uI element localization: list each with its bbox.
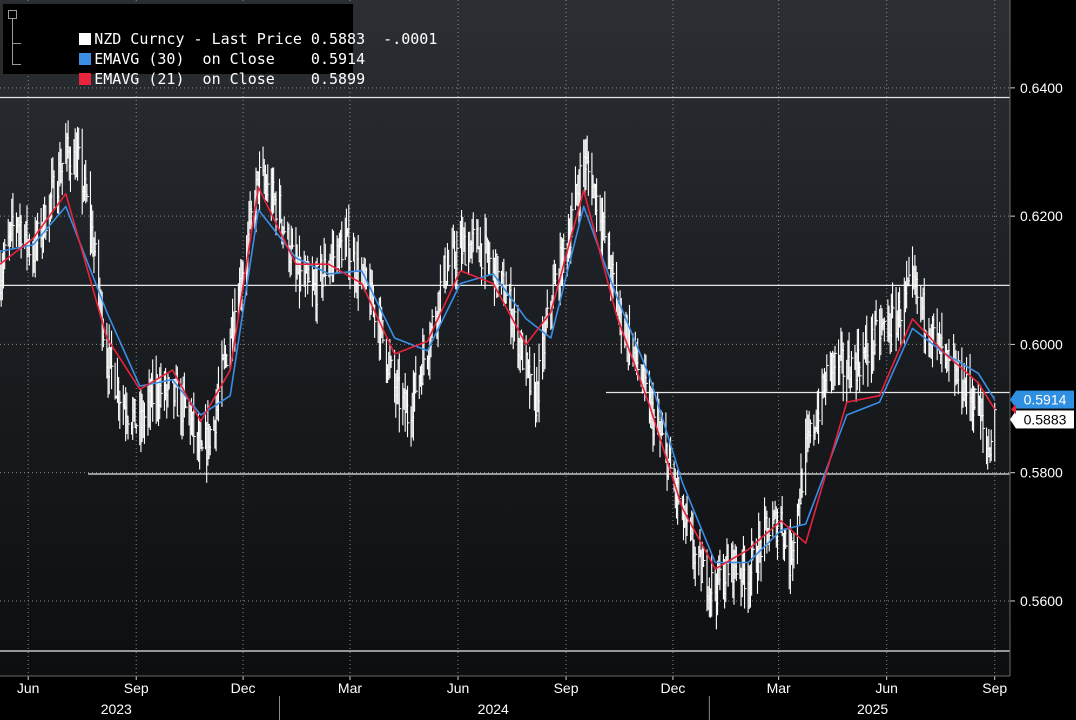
price-badge-text-last: 0.5883 xyxy=(1024,411,1067,427)
series-layer xyxy=(0,120,997,630)
x-tick-label: Dec xyxy=(231,680,256,696)
legend-label-price: NZD Curncy - Last Price 0.5883 -.0001 xyxy=(94,30,438,48)
legend-branch xyxy=(13,43,21,44)
price-badge-ema30 xyxy=(1016,390,1074,409)
legend-branch xyxy=(13,64,21,65)
y-tick-label: 0.5600 xyxy=(1020,593,1063,609)
year-label: 2023 xyxy=(101,701,132,717)
x-axis-panel xyxy=(0,676,1076,720)
legend-label-ema30: EMAVG (30) on Close 0.5914 xyxy=(94,50,366,68)
legend-label-ema21: EMAVG (21) on Close 0.5899 xyxy=(94,70,366,88)
y-tick-label: 0.5800 xyxy=(1020,465,1063,481)
year-label: 2024 xyxy=(478,701,509,717)
x-tick-label: Jun xyxy=(875,680,898,696)
legend-item-price: NZD Curncy - Last Price 0.5883 -.0001 xyxy=(25,9,437,48)
y-tick-label: 0.6000 xyxy=(1020,336,1063,352)
legend-swatch-ema30 xyxy=(79,53,92,65)
x-tick-label: Jun xyxy=(447,680,470,696)
legend-tree-line xyxy=(12,13,20,65)
legend-swatch-price xyxy=(79,33,92,45)
price-badge-last xyxy=(1016,410,1074,429)
x-tick-label: Sep xyxy=(124,680,149,696)
x-tick-label: Mar xyxy=(767,680,791,696)
ema-line-ema30 xyxy=(0,205,996,564)
year-label: 2025 xyxy=(857,701,888,717)
x-tick-label: Dec xyxy=(660,680,685,696)
price-badge-arrow-ema30 xyxy=(1010,390,1016,409)
ema21-marker xyxy=(1011,404,1016,415)
x-tick-label: Sep xyxy=(554,680,579,696)
legend-swatch-ema21 xyxy=(79,73,92,85)
y-tick-label: 0.6200 xyxy=(1020,208,1063,224)
x-tick-label: Jun xyxy=(17,680,40,696)
y-axis-panel xyxy=(1010,0,1076,720)
legend-collapse-icon[interactable] xyxy=(8,10,17,19)
legend: NZD Curncy - Last Price 0.5883 -.0001 EM… xyxy=(2,3,437,88)
price-badge-text-ema30: 0.5914 xyxy=(1024,392,1067,408)
price-badge-arrow-last xyxy=(1010,410,1016,429)
level-lines xyxy=(0,96,1010,652)
y-tick-label: 0.6400 xyxy=(1020,80,1063,96)
x-tick-label: Sep xyxy=(982,680,1007,696)
legend-item-ema30: EMAVG (30) on Close 0.5914 xyxy=(25,29,365,68)
legend-item-ema21: EMAVG (21) on Close 0.5899 xyxy=(25,49,365,88)
ema-line-ema21 xyxy=(0,186,996,570)
x-tick-label: Mar xyxy=(338,680,362,696)
